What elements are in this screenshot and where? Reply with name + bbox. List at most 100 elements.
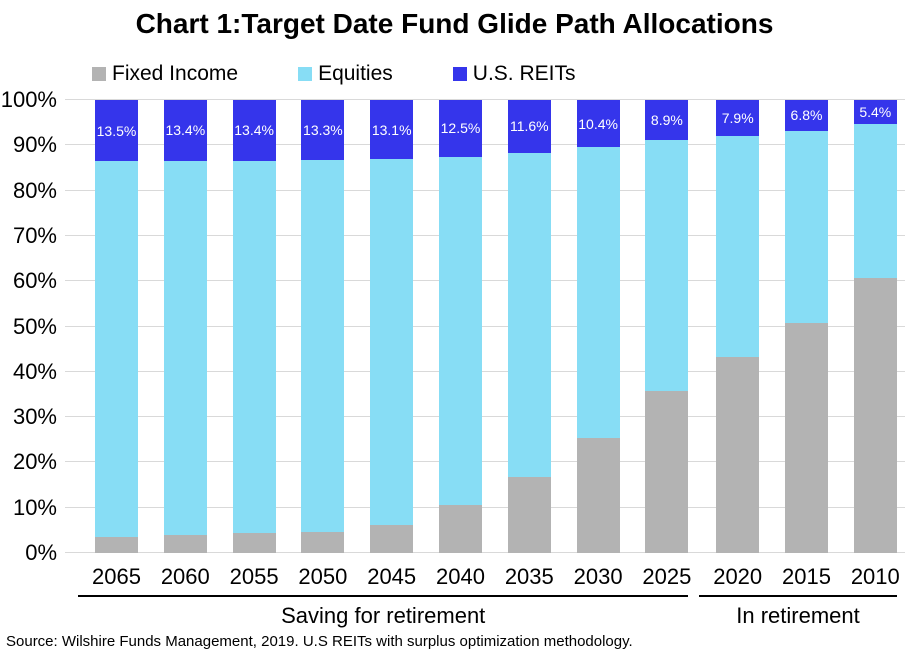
reit-data-label: 13.5%	[96, 122, 137, 139]
bar-2030: 10.4%	[576, 100, 620, 553]
u-s-reits-swatch-icon	[452, 67, 467, 81]
gridline	[65, 99, 905, 100]
x-axis-label: 2010	[850, 564, 900, 589]
bar-segment-equities	[645, 140, 689, 391]
y-axis-label: 60%	[12, 268, 57, 294]
bar-segment-u-s-reits: 13.1%	[370, 100, 414, 160]
bar-segment-fixed-income	[95, 537, 138, 553]
bar-segment-equities	[301, 160, 345, 533]
bar-segment-equities	[95, 161, 138, 538]
x-axis-label: 2045	[367, 564, 417, 589]
x-axis-label: 2055	[229, 564, 279, 589]
bar-segment-equities	[439, 156, 482, 505]
bar-2060: 13.4%	[163, 100, 207, 553]
legend-item-u-s-reits: U.S. REITs	[452, 62, 576, 86]
bar-segment-fixed-income	[232, 533, 276, 553]
bar-segment-u-s-reits: 5.4%	[853, 100, 897, 125]
y-axis-label: 100%	[0, 87, 57, 112]
legend: Fixed Income Equities U.S. REITs	[92, 62, 575, 86]
equities-swatch-icon	[298, 67, 313, 81]
bar-segment-u-s-reits: 10.4%	[576, 100, 620, 148]
reit-data-label: 13.4%	[234, 122, 274, 139]
legend-label: Equities	[318, 62, 393, 85]
legend-item-equities: Equities	[298, 62, 393, 86]
bar-segment-u-s-reits: 13.4%	[232, 100, 276, 161]
gridline	[65, 461, 905, 463]
x-axis-label: 2035	[504, 564, 554, 589]
group-label: Saving for retirement	[281, 603, 486, 628]
bar-segment-equities	[232, 160, 276, 534]
bar-segment-equities	[163, 160, 207, 535]
reit-data-label: 10.4%	[578, 115, 618, 132]
bar-segment-fixed-income	[370, 525, 414, 553]
bar-segment-u-s-reits: 13.3%	[301, 100, 345, 161]
legend-item-fixed-income: Fixed Income	[92, 62, 238, 86]
group-label: In retirement	[736, 603, 860, 628]
legend-label: U.S. REITs	[472, 62, 576, 85]
bar-2050: 13.3%	[301, 100, 345, 553]
reit-data-label: 5.4%	[859, 104, 892, 121]
gridline	[65, 552, 905, 553]
bar-2040: 12.5%	[439, 100, 482, 553]
reit-data-label: 13.3%	[303, 122, 343, 139]
group-underline-in-retirement: In retirement	[699, 595, 897, 629]
x-axis-label: 2060	[160, 564, 210, 589]
reit-data-label: 7.9%	[721, 109, 754, 126]
bar-segment-u-s-reits: 13.5%	[95, 100, 138, 162]
gridline	[65, 189, 905, 191]
bar-segment-u-s-reits: 13.4%	[163, 100, 207, 161]
x-axis-label: 2025	[642, 564, 692, 589]
reit-data-label: 6.8%	[790, 107, 823, 124]
bar-segment-fixed-income	[785, 322, 828, 553]
bar-segment-fixed-income	[576, 437, 620, 553]
x-axis-label: 2065	[92, 564, 141, 589]
bar-segment-fixed-income	[439, 504, 482, 553]
group-underline-saving-for-retirement: Saving for retirement	[78, 595, 689, 629]
bar-segment-equities	[785, 130, 828, 323]
reit-data-label: 8.9%	[650, 112, 683, 129]
bar-segment-u-s-reits: 12.5%	[439, 100, 482, 157]
chart-title: Chart 1:Target Date Fund Glide Path Allo…	[135, 8, 774, 39]
bar-2010: 5.4%	[853, 100, 897, 553]
bar-segment-equities	[507, 152, 551, 477]
gridline	[65, 144, 905, 146]
legend-label: Fixed Income	[112, 62, 239, 85]
bar-segment-u-s-reits: 7.9%	[716, 100, 760, 136]
plot-area: 0% 10% 20% 30% 40% 50% 60% 70% 80% 90% 100% 13.5% 20…	[1, 88, 905, 628]
x-axis-label: 2040	[436, 564, 485, 589]
bar-segment-u-s-reits: 11.6%	[507, 100, 551, 153]
gridline	[65, 325, 905, 327]
bar-2025: 8.9%	[645, 100, 689, 553]
y-axis-label: 80%	[12, 177, 57, 203]
x-axis-label: 2050	[298, 564, 348, 589]
bar-segment-u-s-reits: 8.9%	[645, 100, 689, 141]
bar-segment-u-s-reits: 6.8%	[785, 100, 828, 131]
y-axis-label: 90%	[12, 132, 57, 158]
gridline	[65, 280, 905, 282]
bar-2035: 11.6%	[507, 100, 551, 553]
reit-data-label: 11.6%	[509, 118, 549, 135]
bar-segment-equities	[370, 159, 414, 526]
bar-2055: 13.4%	[232, 100, 276, 553]
y-axis-label: 10%	[12, 494, 57, 520]
x-axis-label: 2015	[782, 564, 831, 589]
source-note: Source: Wilshire Funds Management, 2019.…	[6, 633, 633, 650]
bar-segment-equities	[853, 124, 897, 279]
x-axis-label: 2030	[573, 564, 623, 589]
bar-2045: 13.1%	[370, 100, 414, 553]
x-axis-label: 2020	[713, 564, 763, 589]
reit-data-label: 13.1%	[371, 121, 412, 138]
gridline	[65, 370, 905, 372]
y-axis-label: 70%	[12, 222, 57, 248]
bar-2015: 6.8%	[785, 100, 828, 553]
bar-2020: 7.9%	[716, 100, 760, 553]
gridline	[65, 506, 905, 508]
bar-segment-fixed-income	[301, 532, 345, 553]
bar-segment-fixed-income	[163, 534, 207, 553]
reit-data-label: 12.5%	[440, 120, 481, 137]
y-axis-label: 50%	[12, 313, 57, 339]
bar-segment-fixed-income	[716, 356, 760, 553]
gridline	[65, 234, 905, 236]
bar-segment-equities	[576, 147, 620, 438]
